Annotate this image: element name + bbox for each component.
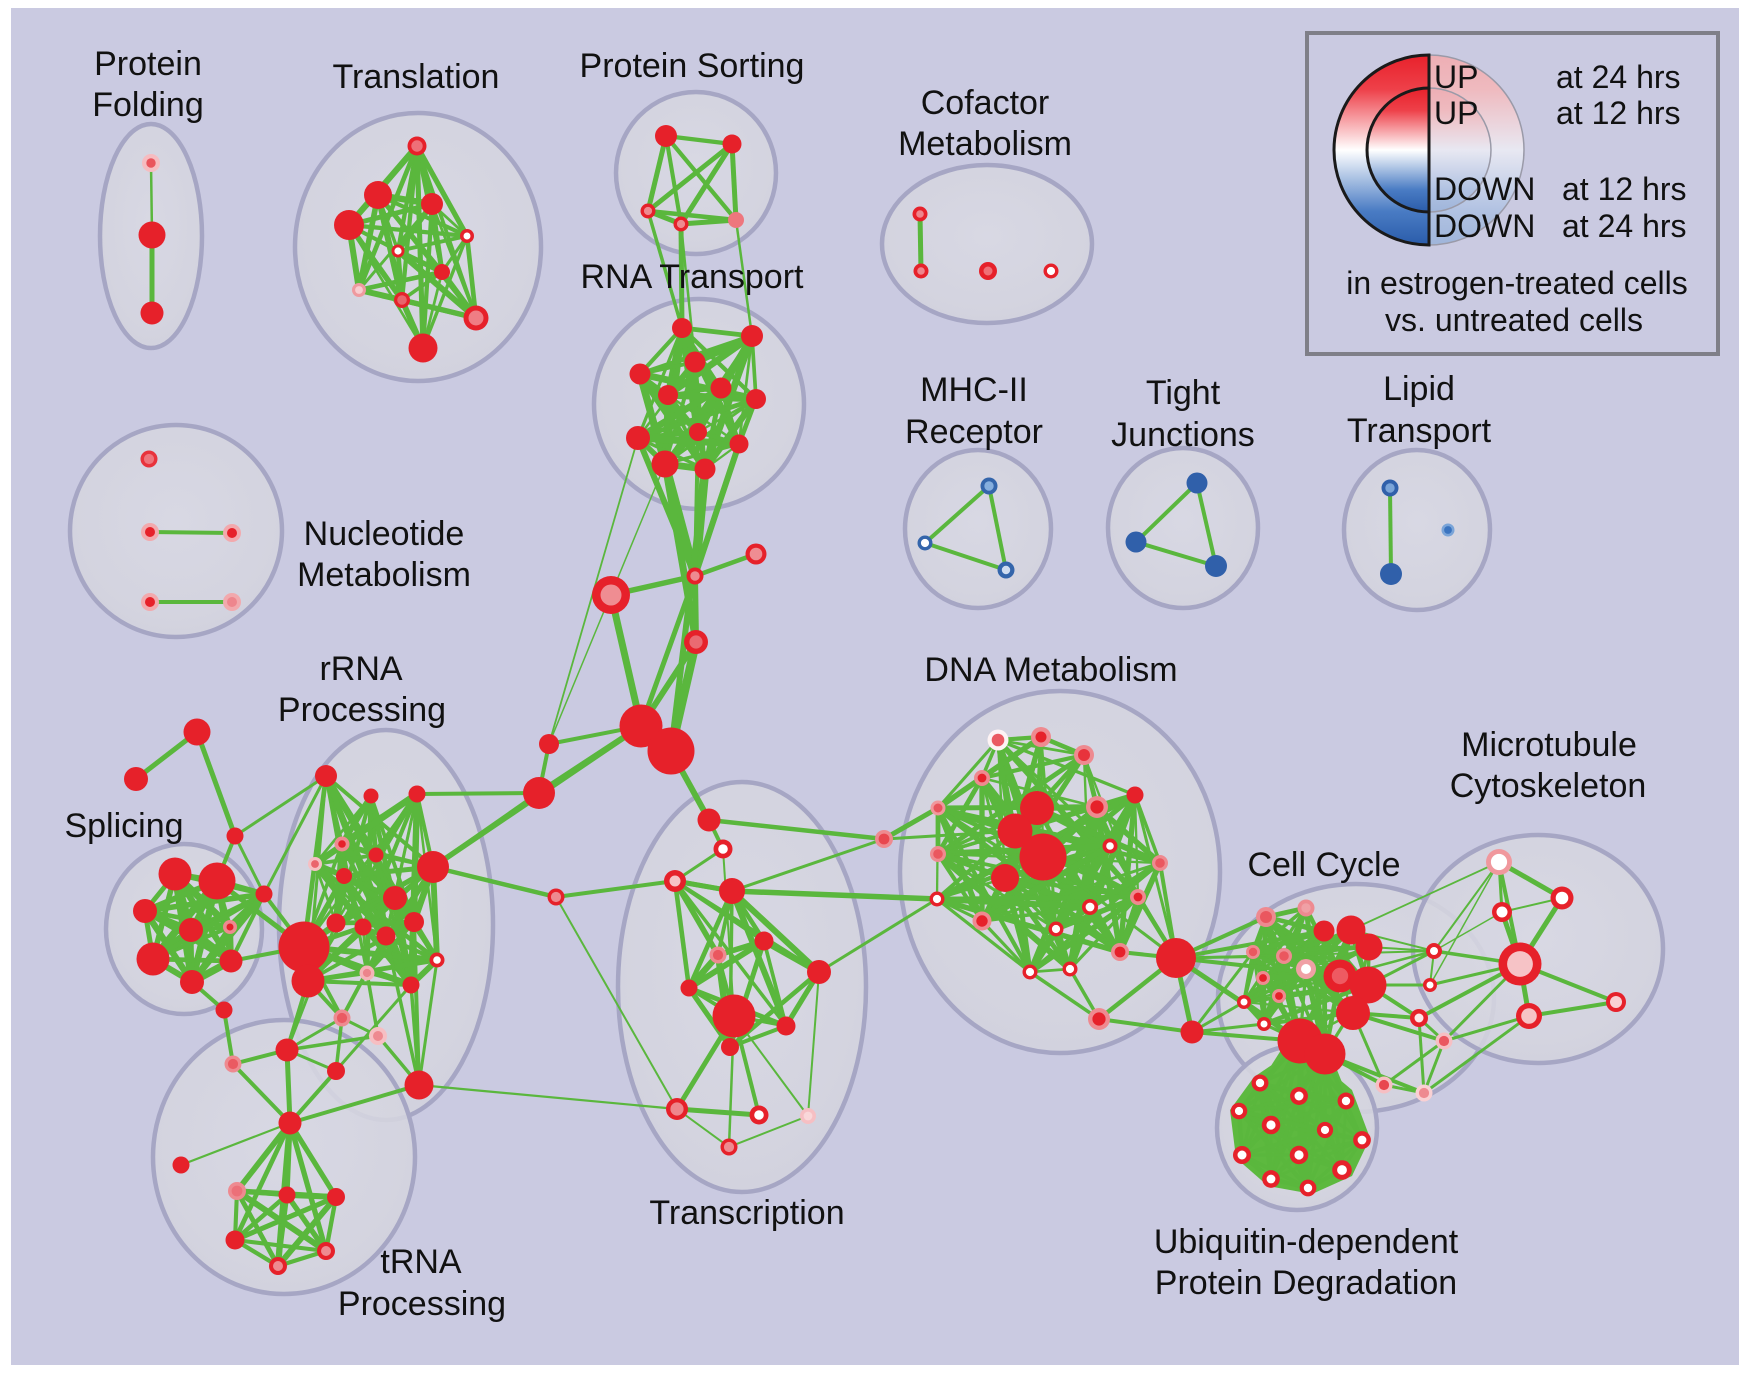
svg-text:DOWN: DOWN bbox=[1434, 171, 1535, 207]
svg-text:at 12 hrs: at 12 hrs bbox=[1556, 95, 1681, 131]
svg-text:at 12 hrs: at 12 hrs bbox=[1562, 171, 1687, 207]
svg-text:Nucleotide: Nucleotide bbox=[304, 515, 465, 553]
svg-text:vs. untreated cells: vs. untreated cells bbox=[1385, 302, 1643, 338]
svg-text:in estrogen-treated cells: in estrogen-treated cells bbox=[1346, 265, 1688, 301]
svg-text:Cell Cycle: Cell Cycle bbox=[1247, 846, 1400, 884]
svg-text:Protein Degradation: Protein Degradation bbox=[1155, 1264, 1457, 1302]
svg-text:DNA Metabolism: DNA Metabolism bbox=[924, 651, 1177, 689]
svg-text:UP: UP bbox=[1434, 95, 1478, 131]
svg-text:Folding: Folding bbox=[92, 86, 204, 124]
svg-text:Metabolism: Metabolism bbox=[297, 556, 471, 594]
svg-text:DOWN: DOWN bbox=[1434, 208, 1535, 244]
svg-text:Translation: Translation bbox=[333, 58, 500, 96]
svg-text:at 24 hrs: at 24 hrs bbox=[1556, 59, 1681, 95]
svg-text:UP: UP bbox=[1434, 59, 1478, 95]
svg-text:Ubiquitin-dependent: Ubiquitin-dependent bbox=[1154, 1223, 1459, 1261]
svg-text:Lipid: Lipid bbox=[1383, 370, 1455, 408]
svg-text:Processing: Processing bbox=[278, 691, 446, 729]
svg-text:rRNA: rRNA bbox=[319, 650, 402, 688]
svg-text:Receptor: Receptor bbox=[905, 413, 1043, 451]
svg-text:Microtubule: Microtubule bbox=[1461, 726, 1637, 764]
svg-text:tRNA: tRNA bbox=[380, 1243, 462, 1281]
svg-text:Processing: Processing bbox=[338, 1285, 506, 1323]
svg-text:RNA Transport: RNA Transport bbox=[581, 258, 805, 296]
svg-text:Cytoskeleton: Cytoskeleton bbox=[1450, 767, 1647, 805]
svg-text:at 24 hrs: at 24 hrs bbox=[1562, 208, 1687, 244]
svg-text:Protein Sorting: Protein Sorting bbox=[580, 47, 805, 85]
svg-text:Junctions: Junctions bbox=[1111, 416, 1255, 454]
svg-text:Tight: Tight bbox=[1146, 374, 1221, 412]
svg-text:Splicing: Splicing bbox=[64, 807, 183, 845]
svg-text:Transcription: Transcription bbox=[649, 1194, 844, 1232]
svg-text:Protein: Protein bbox=[94, 45, 202, 83]
svg-text:Transport: Transport bbox=[1347, 412, 1492, 450]
svg-text:Metabolism: Metabolism bbox=[898, 125, 1072, 163]
svg-text:Cofactor: Cofactor bbox=[921, 84, 1050, 122]
svg-text:MHC-II: MHC-II bbox=[920, 371, 1028, 409]
